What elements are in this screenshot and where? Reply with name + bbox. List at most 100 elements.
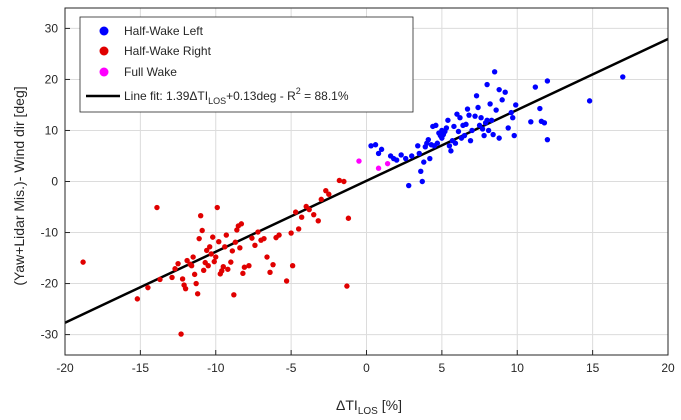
data-point xyxy=(586,98,593,104)
y-tick-label: -20 xyxy=(41,277,59,291)
data-point xyxy=(237,245,243,251)
data-point xyxy=(419,178,425,185)
data-point xyxy=(267,269,273,276)
data-point xyxy=(194,291,201,297)
y-tick-label: 0 xyxy=(51,175,58,189)
data-point xyxy=(219,268,225,274)
data-point xyxy=(491,69,498,75)
data-point xyxy=(311,211,317,218)
data-point xyxy=(384,160,391,167)
data-point xyxy=(172,266,178,272)
legend-marker-half-wake-left xyxy=(99,26,109,36)
data-point xyxy=(175,260,181,267)
data-point xyxy=(467,137,474,144)
x-tick-label: -5 xyxy=(286,361,297,375)
data-point xyxy=(513,102,519,108)
data-point xyxy=(451,123,457,130)
data-point xyxy=(255,229,261,235)
data-point xyxy=(341,178,347,185)
data-point xyxy=(458,135,465,141)
data-point xyxy=(502,89,508,95)
data-point xyxy=(134,296,141,302)
data-point xyxy=(145,284,151,291)
y-tick-label: -30 xyxy=(41,328,59,342)
data-point xyxy=(409,153,415,159)
data-point xyxy=(344,283,350,289)
data-point xyxy=(326,191,332,197)
data-point xyxy=(406,182,412,189)
data-point xyxy=(368,143,374,149)
data-point xyxy=(264,254,270,260)
data-point xyxy=(298,214,305,220)
x-tick-label: 10 xyxy=(511,361,525,375)
data-point xyxy=(418,168,424,174)
y-axis-label: (Yaw+Lidar Mis.)- Wind dir [deg] xyxy=(11,86,27,285)
data-point xyxy=(499,97,505,103)
data-point xyxy=(229,248,236,254)
data-point xyxy=(223,232,230,238)
data-point xyxy=(449,137,456,144)
data-point xyxy=(190,254,196,260)
fit-line xyxy=(64,37,669,324)
data-point xyxy=(372,142,379,148)
data-point xyxy=(356,158,362,164)
data-point xyxy=(318,196,324,203)
y-tick-label: -10 xyxy=(41,226,59,240)
data-point xyxy=(505,125,511,131)
data-point xyxy=(315,218,321,224)
data-point xyxy=(436,130,442,136)
data-point xyxy=(387,153,394,159)
data-point xyxy=(197,212,204,219)
data-point xyxy=(415,143,421,149)
data-point xyxy=(179,276,186,282)
data-point xyxy=(508,109,514,116)
data-point xyxy=(464,106,471,112)
data-point xyxy=(484,81,490,88)
data-point xyxy=(246,262,252,269)
x-tick-label: 5 xyxy=(439,361,446,375)
data-point xyxy=(193,280,199,287)
legend-label-half-wake-right: Half-Wake Right xyxy=(124,44,212,58)
legend-label-full-wake: Full Wake xyxy=(124,65,177,79)
data-point xyxy=(496,135,502,141)
data-point xyxy=(493,107,499,113)
data-point xyxy=(80,259,86,265)
data-point xyxy=(532,84,539,90)
data-point xyxy=(241,264,248,270)
data-point xyxy=(292,209,299,215)
data-point xyxy=(620,74,626,80)
y-tick-label: 30 xyxy=(45,21,59,35)
data-point xyxy=(216,239,222,245)
data-point xyxy=(479,126,486,132)
data-point xyxy=(200,267,207,273)
data-points xyxy=(80,69,626,337)
data-point xyxy=(544,78,551,84)
data-point xyxy=(511,132,517,139)
y-tick-label: 10 xyxy=(45,123,59,137)
data-point xyxy=(249,235,255,241)
data-point xyxy=(208,251,214,257)
data-point xyxy=(225,266,231,272)
legend-label-half-wake-left: Half-Wake Left xyxy=(124,24,204,38)
data-point xyxy=(178,331,184,337)
data-point xyxy=(207,244,213,250)
data-point xyxy=(184,257,190,264)
x-tick-label: 0 xyxy=(363,361,370,375)
legend-label-line-fit: Line fit: 1.39ΔTILOS+0.13deg - R2 = 88.1… xyxy=(124,86,349,106)
data-point xyxy=(323,187,329,194)
data-point xyxy=(205,262,211,269)
data-point xyxy=(228,259,234,265)
data-point xyxy=(336,177,343,184)
legend-marker-full-wake xyxy=(99,67,109,77)
data-point xyxy=(538,118,545,124)
y-tick-label: 20 xyxy=(45,72,59,86)
data-point xyxy=(481,132,487,139)
data-point xyxy=(211,258,217,265)
data-point xyxy=(283,278,290,284)
data-point xyxy=(289,262,296,269)
data-point xyxy=(210,234,216,240)
data-point xyxy=(421,159,427,165)
data-point xyxy=(375,165,382,171)
x-tick-label: -20 xyxy=(56,361,74,375)
